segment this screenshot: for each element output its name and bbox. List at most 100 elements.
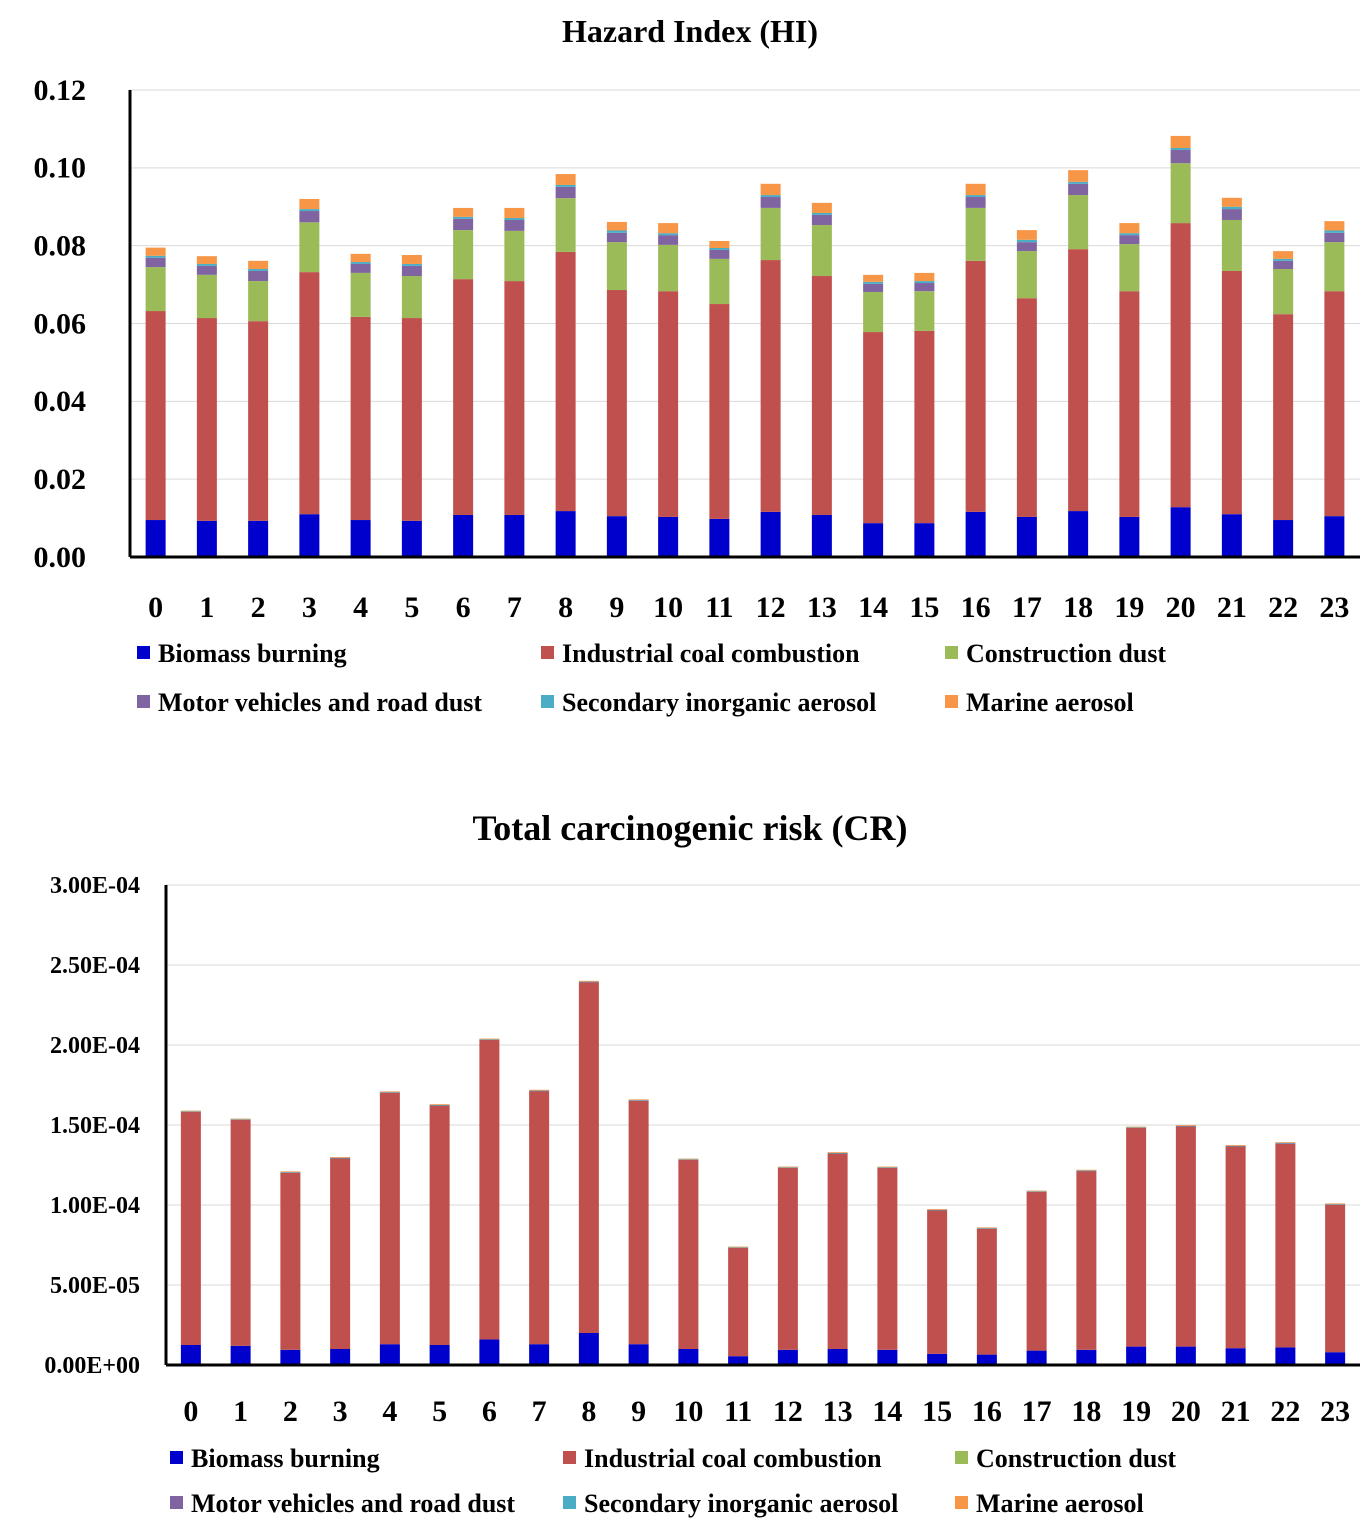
bar-segment-industrial-coal-combustion — [827, 1153, 848, 1349]
x-tick-label: 22 — [1268, 591, 1298, 624]
bar-segment-secondary-inorganic-aerosol — [578, 981, 599, 983]
bar-segment-biomass-burning — [1275, 1347, 1296, 1365]
bar-segment-marine-aerosol — [180, 1110, 201, 1112]
bar-segment-industrial-coal-combustion — [1126, 1127, 1147, 1347]
bar-segment-industrial-coal-combustion — [379, 1092, 400, 1345]
bar-segment-biomass-burning — [330, 1349, 351, 1365]
bar-segment-marine-aerosol — [453, 207, 474, 217]
bar-segment-secondary-inorganic-aerosol — [248, 269, 269, 271]
bar-segment-motor-vehicles-and-road-dust — [196, 265, 217, 275]
bar-segment-secondary-inorganic-aerosol — [379, 1092, 400, 1093]
bar-segment-marine-aerosol — [606, 221, 627, 231]
bar-segment-biomass-burning — [877, 1349, 898, 1365]
y-tick-label: 0.00 — [34, 541, 87, 574]
bar-segment-biomass-burning — [678, 1349, 699, 1365]
bar-segment-marine-aerosol — [1076, 1169, 1097, 1171]
bar-segment-marine-aerosol — [658, 223, 679, 234]
bar-segment-marine-aerosol — [504, 207, 525, 219]
bar-segment-industrial-coal-combustion — [145, 311, 166, 521]
bar-segment-secondary-inorganic-aerosol — [914, 281, 935, 284]
x-tick-label: 3 — [333, 1395, 348, 1428]
bar-segment-biomass-burning — [914, 523, 935, 557]
bar-segment-marine-aerosol — [877, 1166, 898, 1168]
bar-segment-construction-dust — [350, 272, 371, 317]
bar-segment-industrial-coal-combustion — [863, 332, 884, 524]
bar-segment-biomass-burning — [180, 1345, 201, 1365]
bar-segment-biomass-burning — [145, 520, 166, 557]
bar-segment-construction-dust — [606, 242, 627, 291]
bar-segment-construction-dust — [1119, 244, 1140, 292]
x-tick-label: 1 — [199, 591, 214, 624]
bar-segment-secondary-inorganic-aerosol — [1170, 147, 1191, 150]
bar-segment-motor-vehicles-and-road-dust — [606, 232, 627, 243]
bar-segment-marine-aerosol — [760, 183, 781, 196]
bar-segment-motor-vehicles-and-road-dust — [145, 257, 166, 268]
bar-segment-motor-vehicles-and-road-dust — [1275, 1143, 1296, 1144]
bar-segment-industrial-coal-combustion — [760, 260, 781, 512]
bar-segment-marine-aerosol — [1221, 197, 1242, 207]
y-tick-label: 0.04 — [34, 385, 87, 418]
bar-segment-motor-vehicles-and-road-dust — [658, 235, 679, 245]
legend-swatch — [945, 695, 958, 708]
bar-segment-secondary-inorganic-aerosol — [976, 1228, 997, 1229]
bar-segment-industrial-coal-combustion — [1273, 314, 1294, 521]
bar-segment-secondary-inorganic-aerosol — [230, 1119, 251, 1120]
x-tick-label: 17 — [1022, 1395, 1052, 1428]
bar-segment-secondary-inorganic-aerosol — [827, 1153, 848, 1154]
bar-segment-marine-aerosol — [280, 1171, 301, 1173]
legend-swatch — [955, 1496, 968, 1509]
bar-segment-biomass-burning — [1170, 507, 1191, 557]
bar-segment-secondary-inorganic-aerosol — [330, 1157, 351, 1159]
x-tick-label: 19 — [1114, 591, 1144, 624]
bar-segment-industrial-coal-combustion — [280, 1172, 301, 1350]
legend-swatch — [170, 1496, 183, 1509]
x-tick-label: 0 — [183, 1395, 198, 1428]
bar-segment-secondary-inorganic-aerosol — [1225, 1145, 1246, 1147]
bar-segment-industrial-coal-combustion — [1068, 249, 1089, 512]
bar-segment-biomass-burning — [248, 520, 269, 557]
legend-label: Biomass burning — [158, 639, 347, 668]
bar-segment-marine-aerosol — [1275, 1142, 1296, 1143]
x-tick-label: 16 — [961, 591, 991, 624]
bar-segment-biomass-burning — [578, 1333, 599, 1365]
bar-segment-construction-dust — [1273, 269, 1294, 315]
bar-segment-biomass-burning — [280, 1349, 301, 1365]
bar-segment-industrial-coal-combustion — [1225, 1146, 1246, 1349]
bar-segment-industrial-coal-combustion — [299, 272, 320, 515]
bar-segment-marine-aerosol — [965, 183, 986, 196]
bar-segment-marine-aerosol — [145, 247, 166, 256]
bar-segment-biomass-burning — [976, 1354, 997, 1365]
bar-segment-biomass-burning — [379, 1344, 400, 1365]
bar-segment-motor-vehicles-and-road-dust — [811, 214, 832, 226]
bar-segment-secondary-inorganic-aerosol — [877, 1167, 898, 1168]
bar-segment-construction-dust — [1068, 195, 1089, 250]
x-tick-label: 14 — [858, 591, 888, 624]
bar-segment-motor-vehicles-and-road-dust — [350, 263, 371, 273]
bar-segment-marine-aerosol — [678, 1158, 699, 1160]
bar-segment-marine-aerosol — [777, 1166, 798, 1168]
bar-segment-secondary-inorganic-aerosol — [555, 184, 576, 187]
bar-segment-secondary-inorganic-aerosol — [145, 255, 166, 258]
x-tick-label: 19 — [1121, 1395, 1151, 1428]
legend-swatch — [563, 1451, 576, 1464]
bar-segment-industrial-coal-combustion — [709, 304, 730, 519]
bar-segment-industrial-coal-combustion — [965, 260, 986, 512]
bar-segment-industrial-coal-combustion — [1324, 291, 1345, 517]
bar-segment-secondary-inorganic-aerosol — [728, 1247, 749, 1248]
legend-label: Secondary inorganic aerosol — [562, 688, 876, 717]
bar-segment-secondary-inorganic-aerosol — [1273, 258, 1294, 261]
legend-swatch — [170, 1451, 183, 1464]
bar-segment-industrial-coal-combustion — [811, 276, 832, 515]
bar-segment-biomass-burning — [811, 514, 832, 557]
bar-segment-industrial-coal-combustion — [628, 1100, 649, 1345]
bar-segment-marine-aerosol — [827, 1152, 848, 1153]
chart-title: Total carcinogenic risk (CR) — [473, 808, 908, 848]
bar-segment-secondary-inorganic-aerosol — [678, 1159, 699, 1160]
bar-segment-secondary-inorganic-aerosol — [280, 1172, 301, 1173]
x-tick-label: 22 — [1270, 1395, 1300, 1428]
legend-swatch — [563, 1496, 576, 1509]
legend-label: Construction dust — [976, 1444, 1176, 1473]
bar-segment-marine-aerosol — [196, 256, 217, 264]
bar-segment-biomass-burning — [1221, 514, 1242, 557]
bar-segment-motor-vehicles-and-road-dust — [453, 218, 474, 231]
